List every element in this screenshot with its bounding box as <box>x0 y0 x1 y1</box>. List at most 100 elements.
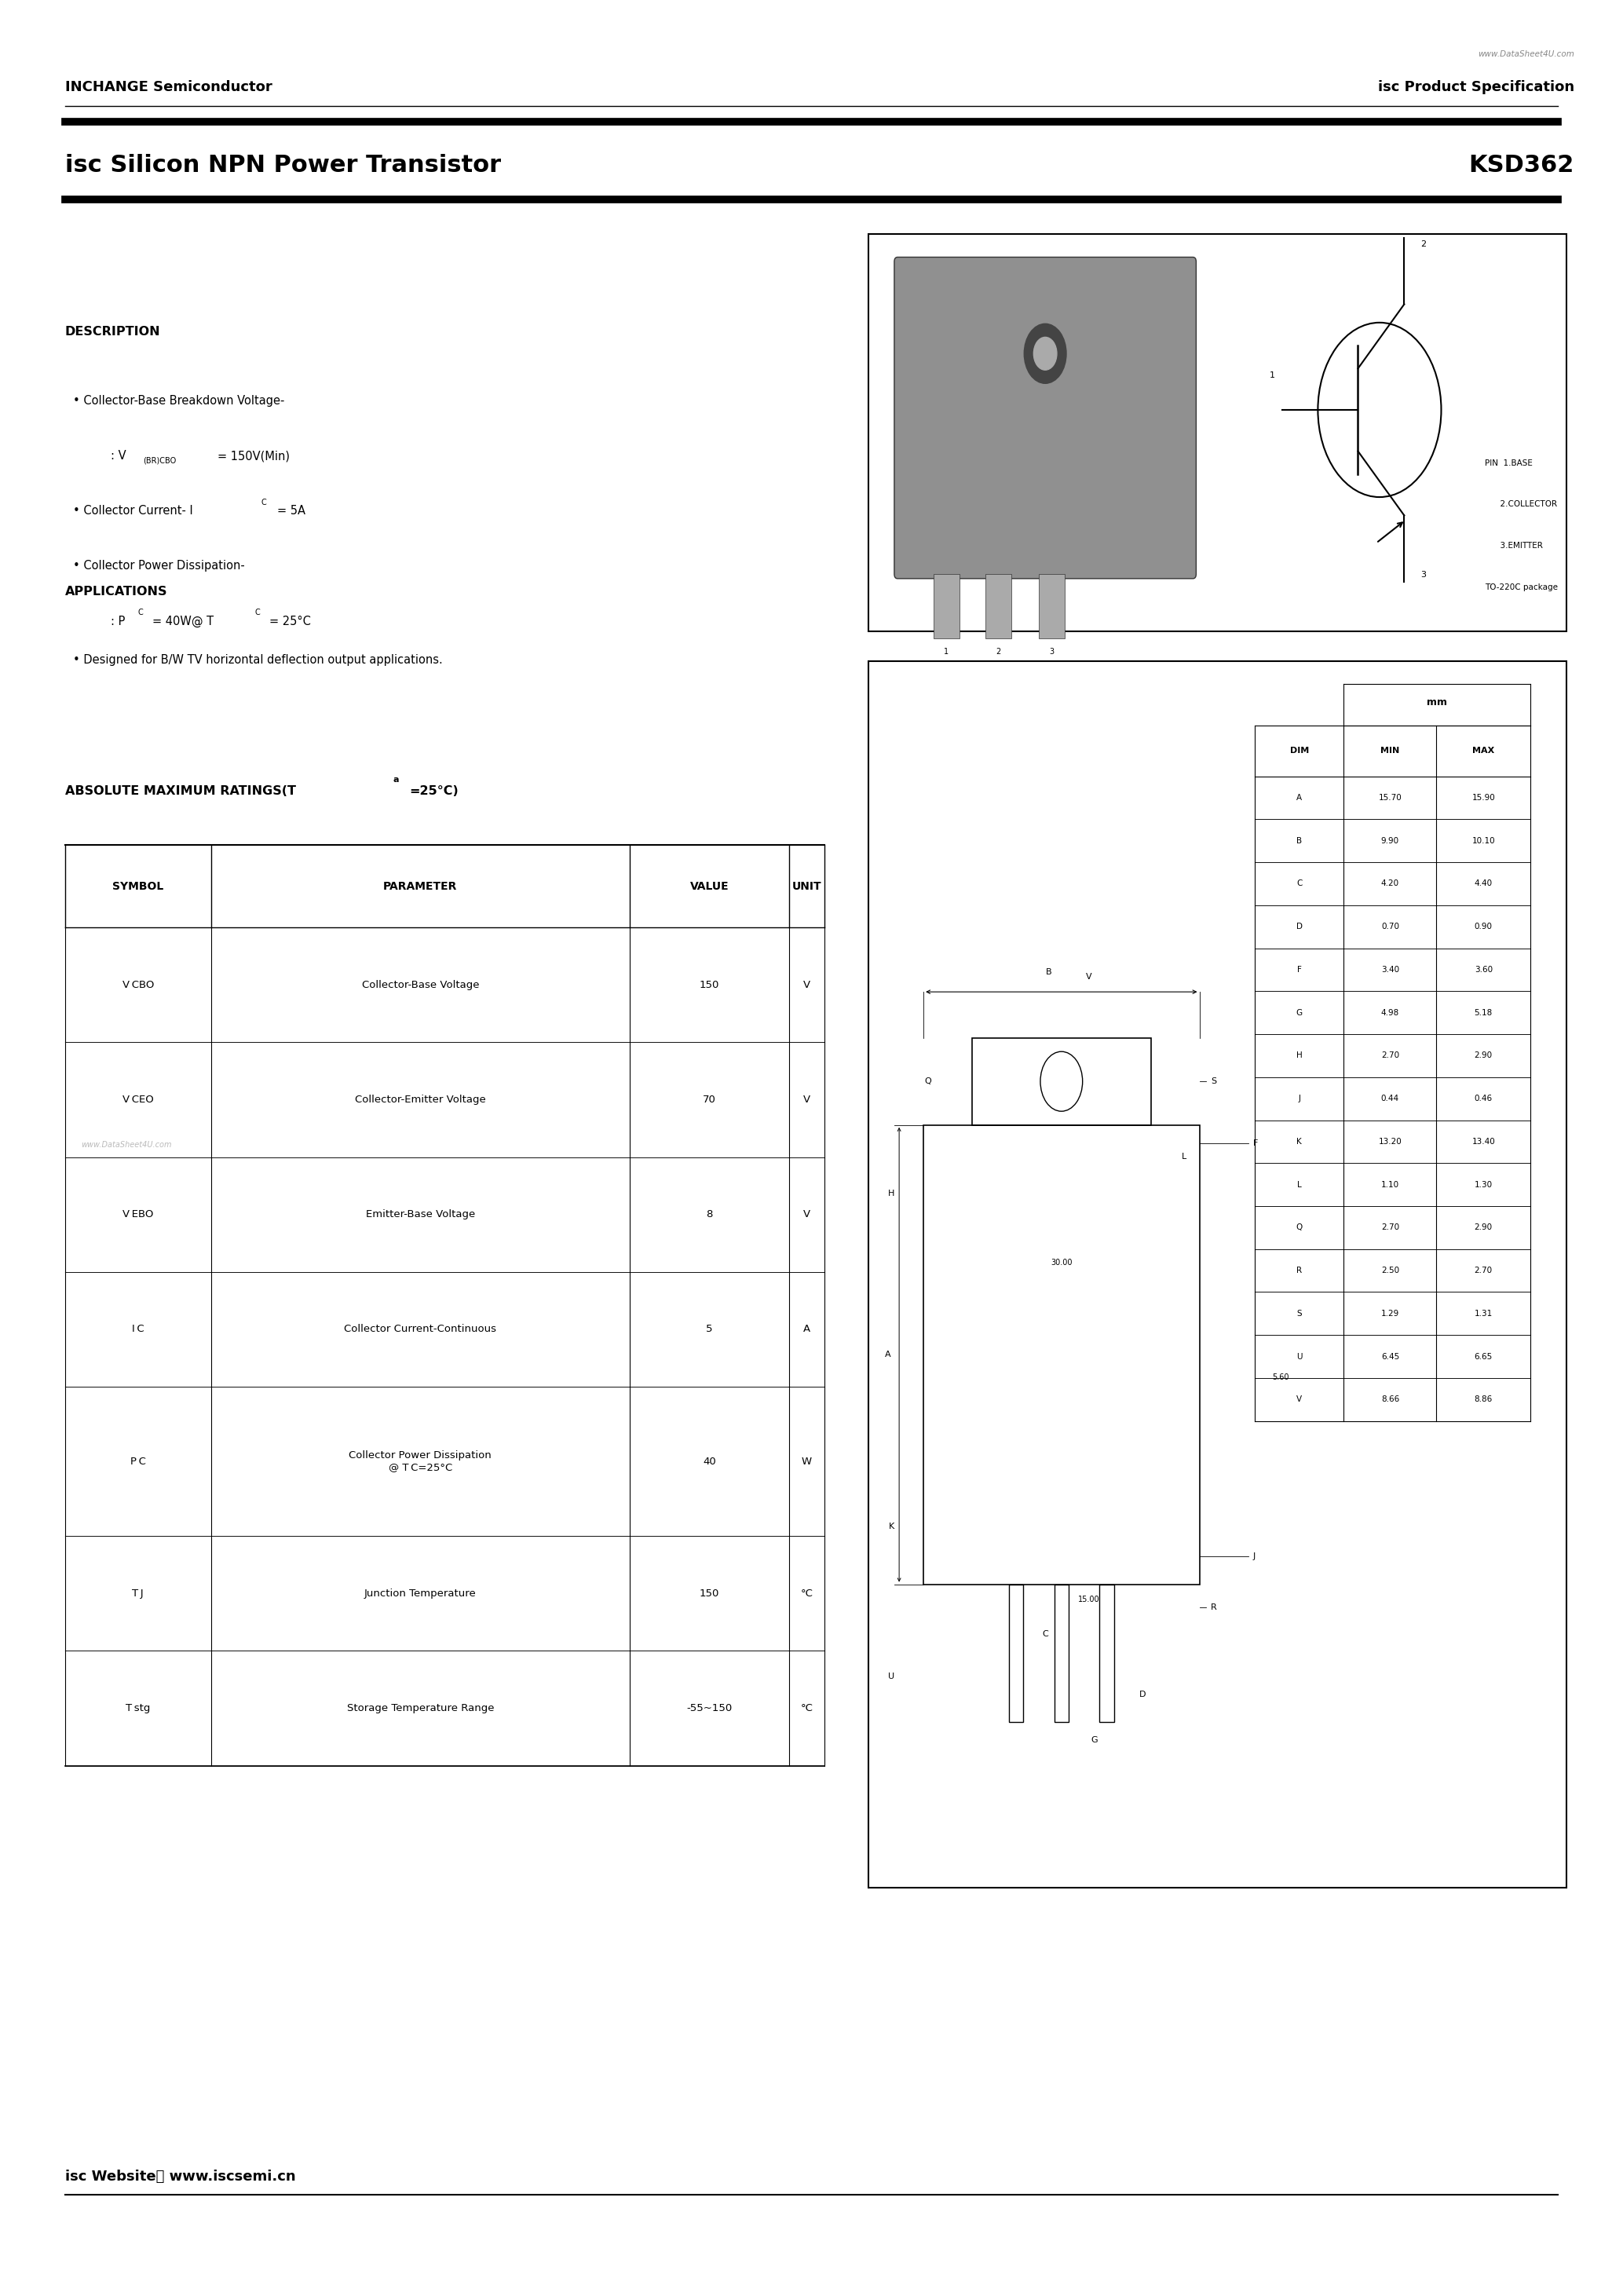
Text: 1: 1 <box>1269 372 1274 379</box>
Text: Collector-Emitter Voltage: Collector-Emitter Voltage <box>355 1095 485 1104</box>
Text: 150: 150 <box>700 980 719 990</box>
Text: Q: Q <box>925 1077 932 1086</box>
Text: 8: 8 <box>706 1210 712 1219</box>
Text: =25°C): =25°C) <box>409 785 458 797</box>
Text: 10.10: 10.10 <box>1472 836 1495 845</box>
Circle shape <box>1024 324 1066 383</box>
Text: P C: P C <box>130 1456 146 1467</box>
Text: C: C <box>1297 879 1302 889</box>
Text: • Collector Current- I: • Collector Current- I <box>73 505 193 517</box>
Text: 2.90: 2.90 <box>1474 1224 1493 1231</box>
Text: C: C <box>1042 1630 1048 1637</box>
Text: Junction Temperature: Junction Temperature <box>364 1589 477 1598</box>
Text: J: J <box>1253 1552 1256 1561</box>
Text: T J: T J <box>131 1589 144 1598</box>
Text: 3: 3 <box>1420 572 1425 579</box>
Text: 0.44: 0.44 <box>1381 1095 1399 1102</box>
Text: T stg: T stg <box>125 1704 151 1713</box>
Text: 2.COLLECTOR: 2.COLLECTOR <box>1485 501 1558 507</box>
Text: = 25°C: = 25°C <box>269 615 312 627</box>
Text: isc Product Specification: isc Product Specification <box>1378 80 1574 94</box>
Text: Collector Current-Continuous: Collector Current-Continuous <box>344 1325 497 1334</box>
Circle shape <box>1034 338 1057 370</box>
Text: V: V <box>1086 974 1092 980</box>
Text: APPLICATIONS: APPLICATIONS <box>65 585 167 597</box>
Text: H: H <box>1297 1052 1302 1058</box>
Text: G: G <box>1297 1008 1302 1017</box>
Text: 0.90: 0.90 <box>1474 923 1493 930</box>
Text: B: B <box>1297 836 1302 845</box>
Text: 9.90: 9.90 <box>1381 836 1399 845</box>
Bar <box>1100 1584 1113 1722</box>
Text: = 5A: = 5A <box>278 505 305 517</box>
Text: TO-220C package: TO-220C package <box>1485 583 1558 590</box>
Text: 70: 70 <box>703 1095 716 1104</box>
Text: 150: 150 <box>700 1589 719 1598</box>
Text: 5.18: 5.18 <box>1474 1008 1493 1017</box>
Text: L: L <box>1297 1180 1302 1189</box>
Bar <box>985 574 1011 638</box>
Text: R: R <box>1297 1267 1302 1274</box>
Text: ABSOLUTE MAXIMUM RATINGS(T: ABSOLUTE MAXIMUM RATINGS(T <box>65 785 295 797</box>
Text: = 40W@ T: = 40W@ T <box>153 615 214 627</box>
Text: V EBO: V EBO <box>122 1210 154 1219</box>
Text: 3.40: 3.40 <box>1381 967 1399 974</box>
Text: 0.46: 0.46 <box>1474 1095 1493 1102</box>
Text: mm: mm <box>1427 698 1448 707</box>
Text: A: A <box>803 1325 810 1334</box>
Text: 0.70: 0.70 <box>1381 923 1399 930</box>
Text: C: C <box>138 608 143 615</box>
Text: • Designed for B/W TV horizontal deflection output applications.: • Designed for B/W TV horizontal deflect… <box>73 654 443 666</box>
Text: 40: 40 <box>703 1456 716 1467</box>
Text: INCHANGE Semiconductor: INCHANGE Semiconductor <box>65 80 273 94</box>
Text: °C: °C <box>800 1704 813 1713</box>
Bar <box>1039 574 1065 638</box>
Text: F: F <box>1297 967 1302 974</box>
Text: 13.20: 13.20 <box>1378 1139 1402 1146</box>
Text: isc Website： www.iscsemi.cn: isc Website： www.iscsemi.cn <box>65 2170 295 2183</box>
Text: V CEO: V CEO <box>122 1095 154 1104</box>
Text: isc Silicon NPN Power Transistor: isc Silicon NPN Power Transistor <box>65 154 502 177</box>
Text: DESCRIPTION: DESCRIPTION <box>65 326 161 338</box>
Text: B: B <box>1045 969 1052 976</box>
Text: 2.90: 2.90 <box>1474 1052 1493 1058</box>
Bar <box>933 574 959 638</box>
Text: 1: 1 <box>945 647 948 654</box>
Text: Q: Q <box>1297 1224 1302 1231</box>
Text: 4.40: 4.40 <box>1474 879 1493 889</box>
Text: 2: 2 <box>1420 241 1427 248</box>
Text: MIN: MIN <box>1381 746 1399 755</box>
Text: R: R <box>1211 1603 1217 1612</box>
Text: 2.70: 2.70 <box>1474 1267 1493 1274</box>
Text: 15.70: 15.70 <box>1378 794 1402 801</box>
Text: 8.66: 8.66 <box>1381 1396 1399 1403</box>
Text: H: H <box>888 1189 894 1199</box>
Text: 2.70: 2.70 <box>1381 1052 1399 1058</box>
Text: C: C <box>261 498 266 505</box>
Text: KSD362: KSD362 <box>1469 154 1574 177</box>
Text: 5.60: 5.60 <box>1272 1373 1289 1382</box>
Text: U: U <box>1297 1352 1302 1362</box>
Text: 6.65: 6.65 <box>1474 1352 1493 1362</box>
Bar <box>923 1125 1199 1584</box>
Text: J: J <box>1298 1095 1300 1102</box>
Bar <box>972 1038 1151 1125</box>
Text: 4.20: 4.20 <box>1381 879 1399 889</box>
Text: UNIT: UNIT <box>792 882 821 891</box>
Text: G: G <box>1091 1736 1097 1745</box>
Text: 1.29: 1.29 <box>1381 1309 1399 1318</box>
Text: 3: 3 <box>1050 647 1053 654</box>
Bar <box>868 234 1566 631</box>
Text: a: a <box>393 776 399 783</box>
Text: = 150V(Min): = 150V(Min) <box>217 450 291 461</box>
Text: 13.40: 13.40 <box>1472 1139 1495 1146</box>
Text: V CBO: V CBO <box>122 980 154 990</box>
Text: SYMBOL: SYMBOL <box>112 882 164 891</box>
Text: D: D <box>1297 923 1302 930</box>
Text: D: D <box>1139 1690 1146 1699</box>
FancyBboxPatch shape <box>894 257 1196 579</box>
Text: L: L <box>1182 1153 1186 1159</box>
Text: K: K <box>1297 1139 1302 1146</box>
Text: U: U <box>888 1671 894 1681</box>
Text: • Collector-Base Breakdown Voltage-: • Collector-Base Breakdown Voltage- <box>73 395 284 406</box>
